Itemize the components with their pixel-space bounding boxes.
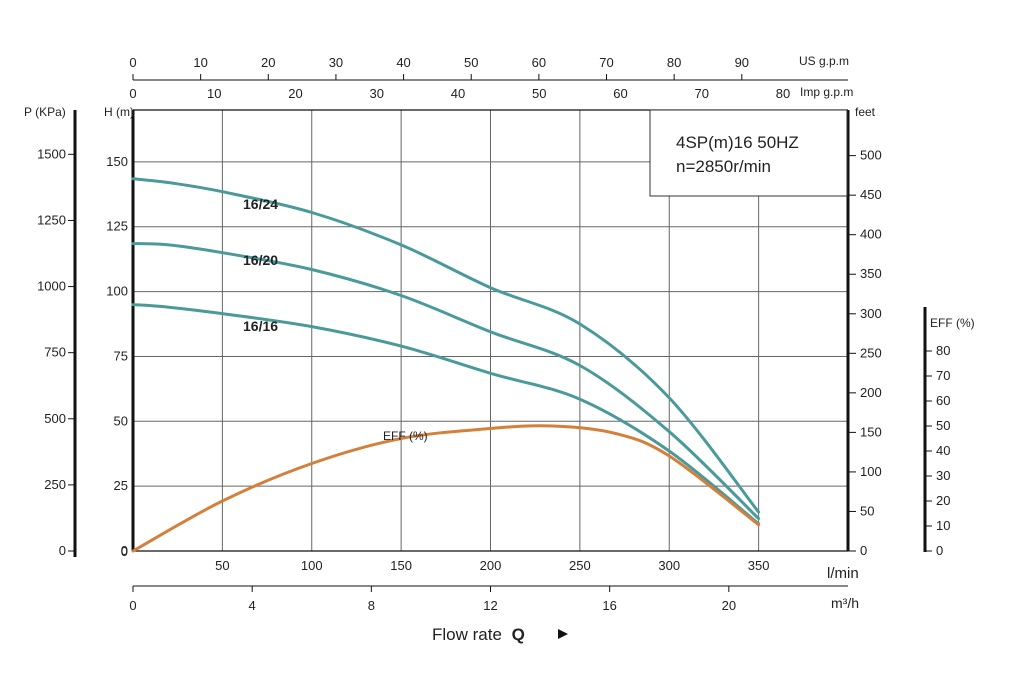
eff-axis-tick-label: 10 — [936, 518, 950, 533]
p-axis-tick-label: 1500 — [37, 146, 66, 161]
lmin-axis-tick-label: 350 — [748, 558, 770, 573]
m3h-axis-tick-label: 8 — [368, 598, 375, 613]
imp-axis-tick-label: 30 — [370, 86, 384, 101]
us-axis-tick-label: 40 — [396, 55, 410, 70]
series-label: 16/24 — [243, 196, 278, 212]
p-axis-tick-label: 1000 — [37, 279, 66, 294]
h-axis-tick-label: 50 — [114, 413, 128, 428]
feet-axis-tick-label: 50 — [860, 503, 874, 518]
imp-axis-tick-label: 60 — [613, 86, 627, 101]
lmin-axis-zero-label: 0 — [121, 544, 128, 559]
eff-axis-tick-label: 50 — [936, 418, 950, 433]
h-axis-tick-label: 100 — [106, 284, 128, 299]
m3h-axis-tick-label: 16 — [602, 598, 616, 613]
feet-axis-tick-label: 100 — [860, 464, 882, 479]
flow-rate-symbol: Q — [512, 625, 525, 644]
lmin-axis-tick-label: 300 — [658, 558, 680, 573]
feet-axis-tick-label: 350 — [860, 266, 882, 281]
h-axis-tick-label: 150 — [106, 154, 128, 169]
info-speed: n=2850r/min — [676, 157, 771, 176]
axis-label-feet: feet — [855, 105, 876, 119]
imp-axis-tick-label: 80 — [776, 86, 790, 101]
flow-arrow-icon — [558, 629, 568, 639]
eff-axis-tick-label: 0 — [936, 543, 943, 558]
eff-axis-tick-label: 30 — [936, 468, 950, 483]
lmin-axis-tick-label: 50 — [215, 558, 229, 573]
axis-label-h: H (m) — [104, 105, 134, 119]
imp-axis-tick-label: 50 — [532, 86, 546, 101]
p-axis-tick-label: 1250 — [37, 212, 66, 227]
p-axis-tick-label: 0 — [59, 543, 66, 558]
eff-axis-tick-label: 60 — [936, 393, 950, 408]
us-axis-tick-label: 60 — [532, 55, 546, 70]
feet-axis-tick-label: 0 — [860, 543, 867, 558]
p-axis-tick-label: 500 — [44, 411, 66, 426]
us-axis-tick-label: 10 — [193, 55, 207, 70]
eff-axis-tick-label: 70 — [936, 368, 950, 383]
flow-rate-text: Flow rate — [432, 625, 502, 644]
imp-axis-tick-label: 20 — [288, 86, 302, 101]
flow-rate-label: Flow rate Q — [432, 625, 525, 644]
series-line-16-24 — [131, 177, 761, 514]
m3h-axis-tick-label: 0 — [129, 598, 136, 613]
m3h-axis-tick-label: 4 — [249, 598, 256, 613]
feet-axis-tick-label: 400 — [860, 227, 882, 242]
us-axis-tick-label: 50 — [464, 55, 478, 70]
lmin-axis-tick-label: 250 — [569, 558, 591, 573]
axis-label-eff: EFF (%) — [930, 316, 975, 330]
us-axis-tick-label: 90 — [735, 55, 749, 70]
us-axis-tick-label: 20 — [261, 55, 275, 70]
axis-label-lmin: l/min — [827, 565, 859, 582]
imp-axis-tick-label: 40 — [451, 86, 465, 101]
info-title: 4SP(m)16 50HZ — [676, 133, 799, 152]
series-label: 16/20 — [243, 252, 278, 268]
imp-axis-tick-label: 0 — [129, 86, 136, 101]
series-label: 16/16 — [243, 318, 278, 334]
imp-axis-tick-label: 10 — [207, 86, 221, 101]
eff-axis-tick-label: 20 — [936, 493, 950, 508]
feet-axis-tick-label: 200 — [860, 385, 882, 400]
feet-axis-tick-label: 500 — [860, 148, 882, 163]
feet-axis-tick-label: 450 — [860, 187, 882, 202]
feet-axis-tick-label: 150 — [860, 424, 882, 439]
us-axis-tick-label: 80 — [667, 55, 681, 70]
series-label: EFF (%) — [383, 429, 428, 443]
axis-label-imp: Imp g.p.m — [800, 85, 853, 99]
lmin-axis-tick-label: 100 — [301, 558, 323, 573]
eff-axis-tick-label: 80 — [936, 343, 950, 358]
axis-label-p: P (KPa) — [24, 105, 66, 119]
us-axis-tick-label: 0 — [129, 55, 136, 70]
p-axis-tick-label: 250 — [44, 477, 66, 492]
h-axis-tick-label: 75 — [114, 348, 128, 363]
m3h-axis-tick-label: 12 — [483, 598, 497, 613]
feet-axis-tick-label: 250 — [860, 345, 882, 360]
h-axis-tick-label: 25 — [114, 478, 128, 493]
axis-label-m3h: m³/h — [831, 595, 859, 611]
m3h-axis-tick-label: 20 — [722, 598, 736, 613]
us-axis-tick-label: 30 — [329, 55, 343, 70]
series-line-eff — [131, 424, 761, 553]
series-lines — [131, 177, 761, 553]
series-line-16-20 — [131, 242, 761, 521]
chart-labels: 4SP(m)16 50HZ n=2850r/min P (KPa) H (m) … — [24, 54, 975, 644]
lmin-axis-tick-label: 150 — [390, 558, 412, 573]
eff-axis-tick-label: 40 — [936, 443, 950, 458]
lmin-axis-tick-label: 200 — [480, 558, 502, 573]
info-box — [649, 109, 848, 197]
h-axis-tick-label: 0 — [121, 543, 128, 558]
p-axis-tick-label: 750 — [44, 345, 66, 360]
us-axis-tick-label: 70 — [599, 55, 613, 70]
imp-axis-tick-label: 70 — [695, 86, 709, 101]
h-axis-tick-label: 125 — [106, 219, 128, 234]
series-line-16-16 — [131, 303, 761, 526]
feet-axis-tick-label: 300 — [860, 306, 882, 321]
axis-label-us: US g.p.m — [799, 54, 849, 68]
axis-ticks: 0250500750100012501500025507510012515005… — [37, 55, 950, 613]
